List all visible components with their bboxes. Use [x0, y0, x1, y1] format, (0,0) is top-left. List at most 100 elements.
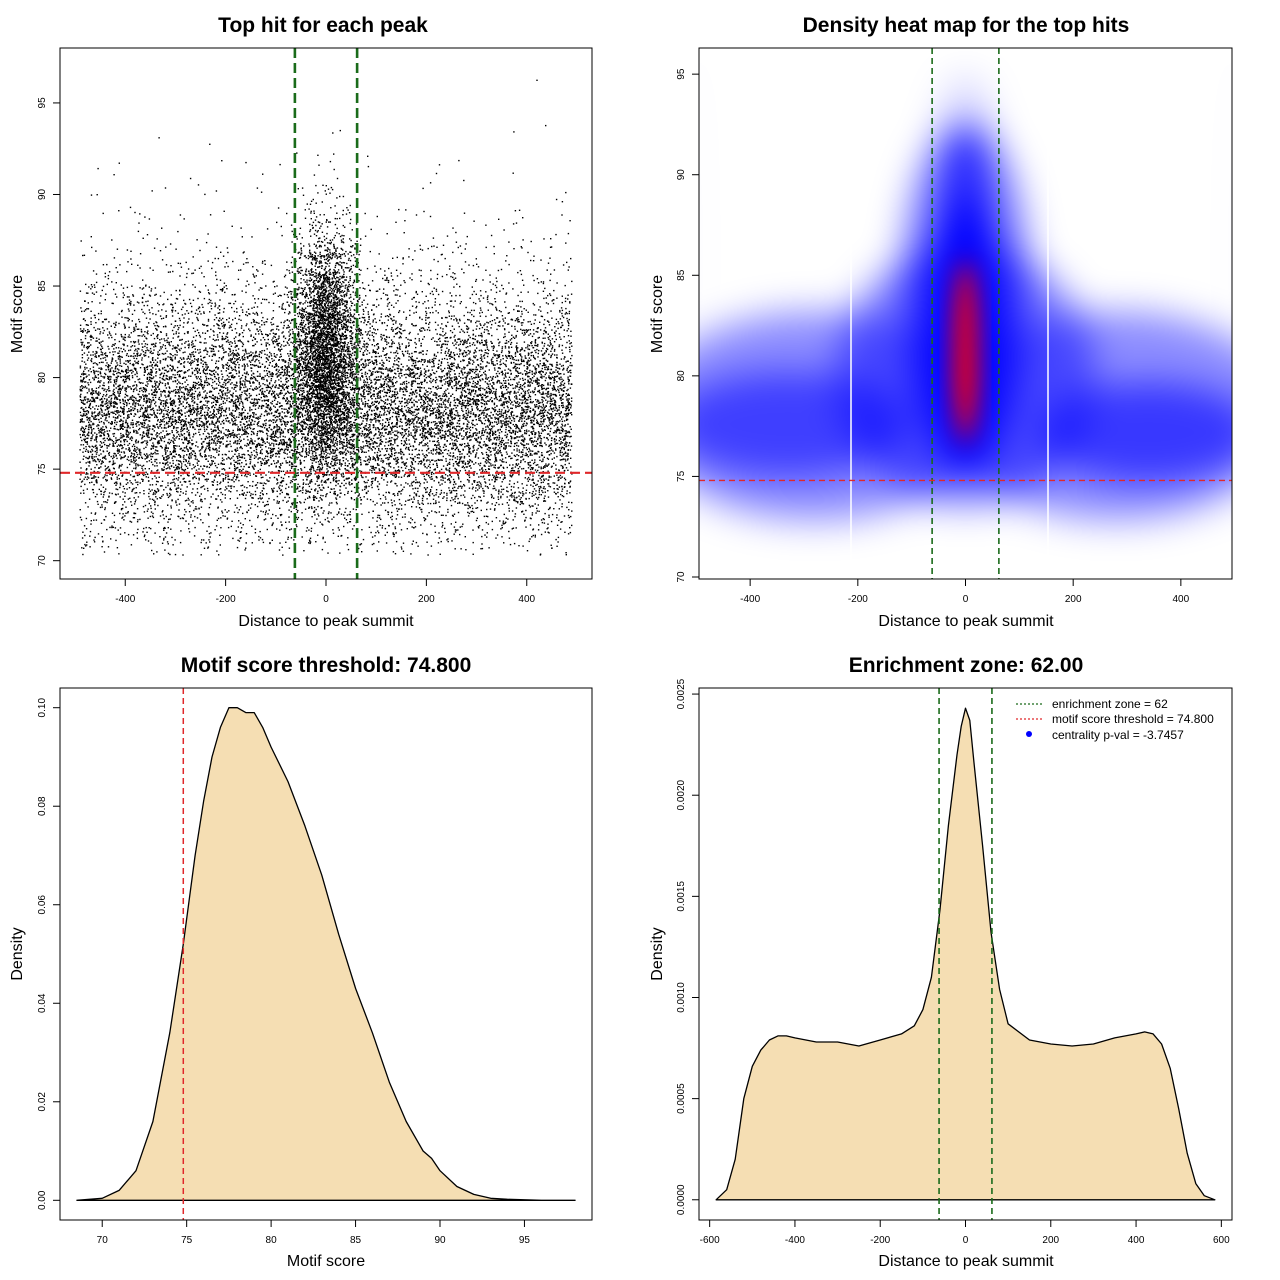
data-point	[256, 417, 259, 420]
data-point	[420, 275, 422, 277]
data-point	[177, 410, 180, 412]
data-point	[452, 478, 455, 481]
data-point	[561, 427, 563, 430]
data-point	[432, 407, 434, 410]
data-point	[99, 441, 102, 443]
data-point	[419, 434, 421, 436]
data-point	[232, 434, 234, 436]
data-point	[347, 469, 349, 471]
data-point	[554, 405, 557, 407]
data-point	[344, 494, 346, 496]
data-point	[396, 294, 398, 296]
data-point	[410, 413, 412, 415]
data-point	[265, 395, 267, 397]
data-point	[473, 444, 475, 447]
data-point	[437, 412, 440, 415]
data-point	[286, 385, 288, 388]
data-point	[388, 437, 391, 439]
data-point	[445, 381, 447, 383]
data-point	[533, 304, 536, 306]
data-point	[249, 474, 251, 476]
data-point	[327, 256, 329, 258]
data-point	[345, 334, 348, 337]
data-point	[108, 371, 111, 373]
data-point	[216, 387, 218, 389]
data-point	[382, 405, 385, 407]
data-point	[276, 403, 278, 405]
data-point	[83, 398, 86, 400]
data-point	[336, 400, 339, 402]
data-point	[300, 314, 303, 316]
data-point	[202, 371, 205, 373]
data-point	[165, 444, 167, 446]
data-point	[272, 342, 275, 345]
data-point	[556, 442, 559, 445]
data-point	[364, 366, 366, 368]
data-point	[123, 344, 125, 347]
data-point	[220, 432, 222, 434]
data-point	[240, 269, 242, 271]
data-point	[432, 237, 435, 239]
data-point	[566, 369, 568, 371]
data-point	[90, 439, 92, 442]
data-point	[300, 282, 302, 284]
data-point	[351, 443, 353, 445]
data-point	[542, 337, 544, 339]
data-point	[375, 352, 377, 355]
data-point	[375, 442, 377, 444]
data-point	[226, 333, 228, 335]
data-point	[177, 328, 179, 331]
data-point	[437, 367, 440, 369]
data-point	[192, 425, 194, 428]
data-point	[333, 271, 335, 274]
data-point	[163, 372, 166, 375]
data-point	[487, 501, 489, 503]
data-point	[512, 387, 514, 390]
data-point	[256, 355, 259, 357]
data-point	[131, 461, 133, 463]
data-point	[330, 400, 333, 403]
data-point	[448, 372, 450, 374]
data-point	[311, 337, 314, 339]
data-point	[425, 316, 427, 319]
data-point	[214, 353, 216, 355]
data-point	[316, 356, 318, 358]
data-point	[508, 445, 510, 447]
data-point	[371, 401, 374, 403]
data-point	[165, 334, 168, 337]
data-point	[165, 423, 168, 425]
data-point	[253, 423, 255, 425]
data-point	[503, 513, 505, 516]
data-point	[174, 416, 176, 419]
data-point	[347, 372, 349, 374]
data-point	[177, 498, 179, 501]
data-point	[227, 381, 229, 384]
data-point	[286, 387, 289, 390]
data-point	[352, 264, 355, 267]
data-point	[324, 334, 326, 336]
data-point	[351, 409, 354, 411]
data-point	[351, 433, 353, 436]
data-point	[382, 419, 384, 421]
data-point	[429, 312, 431, 314]
data-point	[226, 340, 228, 343]
data-point	[104, 431, 106, 433]
data-point	[321, 317, 323, 319]
data-point	[485, 426, 487, 428]
data-point	[552, 385, 555, 387]
data-point	[111, 512, 114, 514]
data-point	[373, 368, 375, 370]
data-point	[258, 535, 260, 538]
data-point	[339, 281, 341, 284]
data-point	[377, 397, 379, 399]
data-point	[131, 376, 134, 379]
data-point	[304, 338, 306, 340]
data-point	[535, 440, 538, 443]
data-point	[90, 317, 92, 319]
data-point	[207, 302, 209, 305]
data-point	[563, 358, 565, 360]
data-point	[145, 388, 147, 390]
data-point	[561, 295, 563, 297]
data-point	[254, 302, 256, 304]
data-point	[148, 309, 150, 311]
